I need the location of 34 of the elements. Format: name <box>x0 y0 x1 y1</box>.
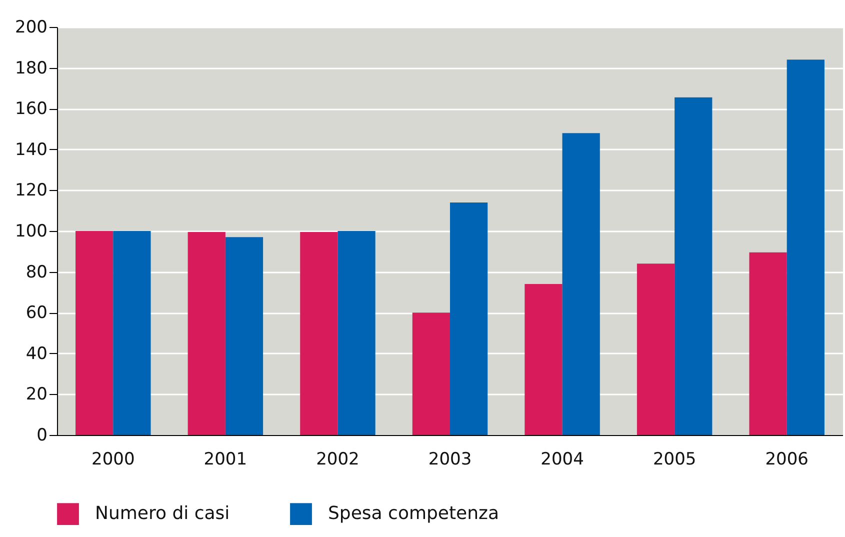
bar <box>113 231 151 435</box>
legend-label: Numero di casi <box>95 503 230 524</box>
x-tick-label: 2002 <box>316 450 360 470</box>
bar <box>786 60 824 435</box>
y-tick-label: 100 <box>15 222 48 242</box>
y-tick-label: 20 <box>26 384 48 405</box>
bar <box>674 97 712 435</box>
bar <box>749 252 787 435</box>
y-tick-label: 0 <box>36 426 48 446</box>
bar <box>300 232 338 435</box>
bar <box>188 232 226 435</box>
y-tick-label: 80 <box>26 262 48 282</box>
bar <box>338 231 376 435</box>
x-tick-label: 2000 <box>92 450 135 470</box>
y-tick-label: 140 <box>15 140 48 160</box>
legend-label: Spesa competenza <box>328 503 500 524</box>
y-tick-label: 200 <box>15 18 48 38</box>
x-tick-label: 2005 <box>652 450 696 470</box>
bar <box>450 202 488 435</box>
y-tick-label: 180 <box>15 58 48 78</box>
x-tick-label: 2004 <box>540 450 584 470</box>
bar <box>562 133 600 435</box>
bar <box>76 231 114 435</box>
bar <box>524 284 562 435</box>
y-tick-label: 120 <box>15 180 48 201</box>
bar <box>412 312 450 435</box>
y-tick-label: 60 <box>26 303 48 324</box>
y-tick-label: 40 <box>26 344 48 364</box>
y-tick-label: 160 <box>15 99 48 120</box>
bar <box>225 237 264 435</box>
x-tick-label: 2003 <box>428 450 472 470</box>
x-tick-label: 2001 <box>204 450 248 470</box>
bar <box>636 264 675 435</box>
x-tick-label: 2006 <box>765 450 808 470</box>
